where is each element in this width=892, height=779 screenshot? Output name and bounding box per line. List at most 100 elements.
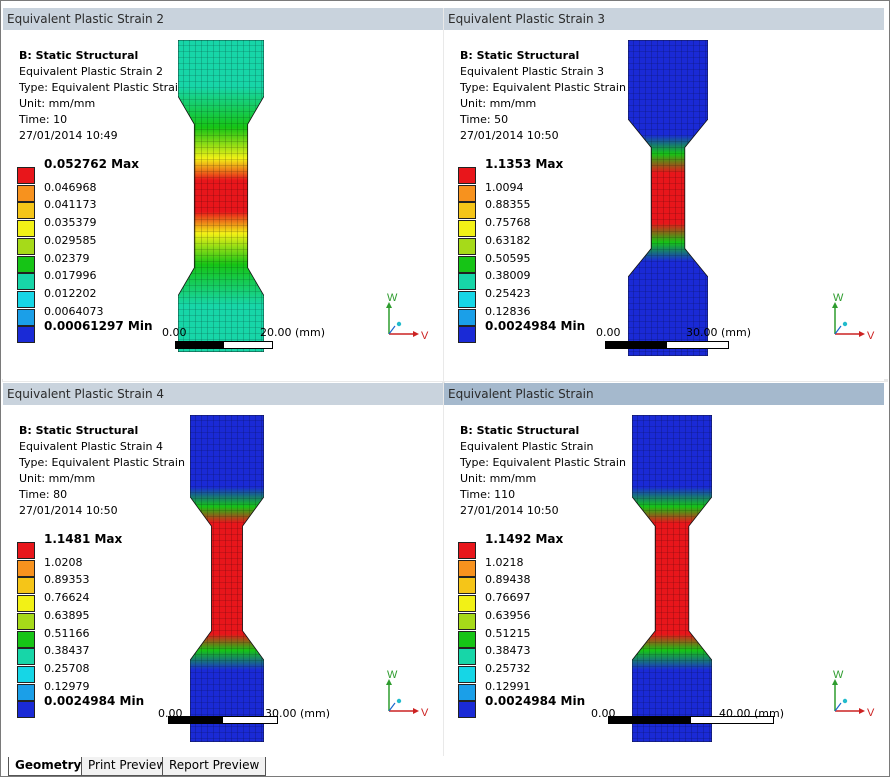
scale-start-label: 0.00: [162, 326, 187, 339]
scale-bar: [605, 341, 729, 349]
legend-swatch: [458, 701, 476, 719]
result-info: B: Static Structural Equivalent Plastic S…: [19, 48, 185, 144]
legend-max-value: 0.052762 Max: [44, 157, 139, 171]
scale-end-label: 30.00 (mm): [265, 707, 331, 720]
legend-swatch: [17, 701, 35, 719]
pane-title[interactable]: Equivalent Plastic Strain 4: [3, 383, 443, 405]
svg-text:W: W: [387, 669, 398, 681]
legend-value: 0.63182: [485, 233, 531, 247]
legend-value: 0.12836: [485, 304, 531, 318]
axis-triad-icon[interactable]: W V: [383, 292, 433, 342]
legend-swatch: [458, 559, 476, 577]
system-name: B: Static Structural: [460, 49, 580, 62]
legend-value: 0.38009: [485, 269, 531, 283]
result-date: 27/01/2014 10:50: [460, 129, 559, 142]
legend-swatch: [17, 559, 35, 577]
legend-value: 0.012202: [44, 286, 97, 300]
legend-swatch: [458, 648, 476, 666]
tab-geometry[interactable]: Geometry: [8, 757, 89, 776]
contour-legend: 0.052762 Max 0.046968 0.041173 0.035379 0.02…: [17, 157, 152, 344]
legend-swatch: [17, 167, 35, 184]
legend-value: 0.12991: [485, 679, 531, 693]
legend-min-value: 0.0024984 Min: [485, 694, 586, 708]
specimen-mesh[interactable]: [628, 40, 708, 356]
legend-swatch: [458, 202, 476, 220]
result-name: Equivalent Plastic Strain 4: [19, 440, 163, 453]
specimen-mesh[interactable]: [178, 40, 264, 352]
system-name: B: Static Structural: [19, 49, 139, 62]
tab-report-preview[interactable]: Report Preview: [162, 757, 267, 776]
result-name: Equivalent Plastic Strain 3: [460, 65, 604, 78]
legend-value: 1.0208: [44, 555, 83, 569]
axis-triad-icon[interactable]: W V: [829, 669, 879, 719]
legend-swatch: [458, 683, 476, 701]
result-date: 27/01/2014 10:49: [19, 129, 118, 142]
specimen-mesh[interactable]: [632, 415, 712, 742]
axis-triad-icon[interactable]: W V: [829, 292, 879, 342]
legend-swatch: [17, 577, 35, 595]
legend-value: 0.02379: [44, 251, 90, 265]
legend-min-value: 0.0024984 Min: [44, 694, 145, 708]
pane-title[interactable]: Equivalent Plastic Strain 3: [444, 8, 884, 30]
legend-swatch: [17, 595, 35, 613]
legend-value: 0.63956: [485, 608, 531, 622]
legend-min-value: 0.00061297 Min: [44, 319, 153, 333]
legend-swatch: [17, 326, 35, 344]
legend-value: 0.046968: [44, 180, 97, 194]
legend-swatch: [458, 220, 476, 238]
legend-value: 0.25732: [485, 661, 531, 675]
tab-print-preview[interactable]: Print Preview: [81, 757, 174, 776]
result-type: Type: Equivalent Plastic Strain: [19, 81, 185, 94]
legend-swatch: [458, 630, 476, 648]
specimen-mesh[interactable]: [190, 415, 264, 742]
scale-bar: [608, 716, 774, 724]
scale-start-label: 0.00: [591, 707, 616, 720]
legend-swatch: [17, 542, 35, 559]
legend-swatch: [17, 237, 35, 255]
legend-swatch: [17, 665, 35, 683]
result-type: Type: Equivalent Plastic Strain: [460, 456, 626, 469]
legend-value: 0.76697: [485, 591, 531, 605]
result-name: Equivalent Plastic Strain 2: [19, 65, 163, 78]
legend-value: 0.76624: [44, 591, 90, 605]
legend-swatch: [17, 648, 35, 666]
scale-start-label: 0.00: [158, 707, 183, 720]
specimen-mesh-lines: [632, 415, 712, 742]
view-tabs: Geometry Print Preview Report Preview: [2, 757, 888, 777]
legend-swatch: [17, 683, 35, 701]
legend-swatch: [17, 255, 35, 273]
svg-text:V: V: [867, 707, 875, 719]
legend-value: 1.0218: [485, 555, 524, 569]
legend-value: 0.029585: [44, 233, 97, 247]
legend-swatch: [458, 308, 476, 326]
legend-value: 0.38473: [485, 644, 531, 658]
legend-swatch: [458, 665, 476, 683]
result-date: 27/01/2014 10:50: [19, 504, 118, 517]
pane-title[interactable]: Equivalent Plastic Strain 2: [3, 8, 443, 30]
svg-text:W: W: [833, 669, 844, 681]
contour-legend: 1.1492 Max 1.0218 0.89438 0.76697 0.63956 0.5…: [458, 533, 588, 719]
specimen-mesh-lines: [190, 415, 264, 742]
scale-bar: [168, 716, 278, 724]
axis-triad-icon[interactable]: W V: [383, 669, 433, 719]
scale-end-label: 40.00 (mm): [719, 707, 785, 720]
scale-end-label: 30.00 (mm): [686, 326, 752, 339]
scale-bar: [175, 341, 273, 349]
result-info: B: Static Structural Equivalent Plastic S…: [19, 423, 185, 519]
pane-title[interactable]: Equivalent Plastic Strain: [444, 383, 884, 405]
scale-end-label: 20.00 (mm): [260, 326, 326, 339]
legend-swatch: [458, 167, 476, 184]
legend-value: 0.25423: [485, 286, 531, 300]
legend-swatch: [458, 612, 476, 630]
pane-splitter-vertical[interactable]: [442, 8, 445, 756]
legend-swatch: [458, 577, 476, 595]
legend-value: 0.63895: [44, 608, 90, 622]
legend-value: 0.38437: [44, 644, 90, 658]
result-time: Time: 50: [460, 113, 509, 126]
legend-swatch: [458, 326, 476, 344]
result-info: B: Static Structural Equivalent Plastic S…: [460, 48, 626, 144]
contour-legend: 1.1481 Max 1.0208 0.89353 0.76624 0.63895 0.5…: [17, 533, 147, 719]
legend-swatch: [17, 290, 35, 308]
specimen-mesh-lines: [628, 40, 708, 356]
legend-value: 0.50595: [485, 251, 531, 265]
